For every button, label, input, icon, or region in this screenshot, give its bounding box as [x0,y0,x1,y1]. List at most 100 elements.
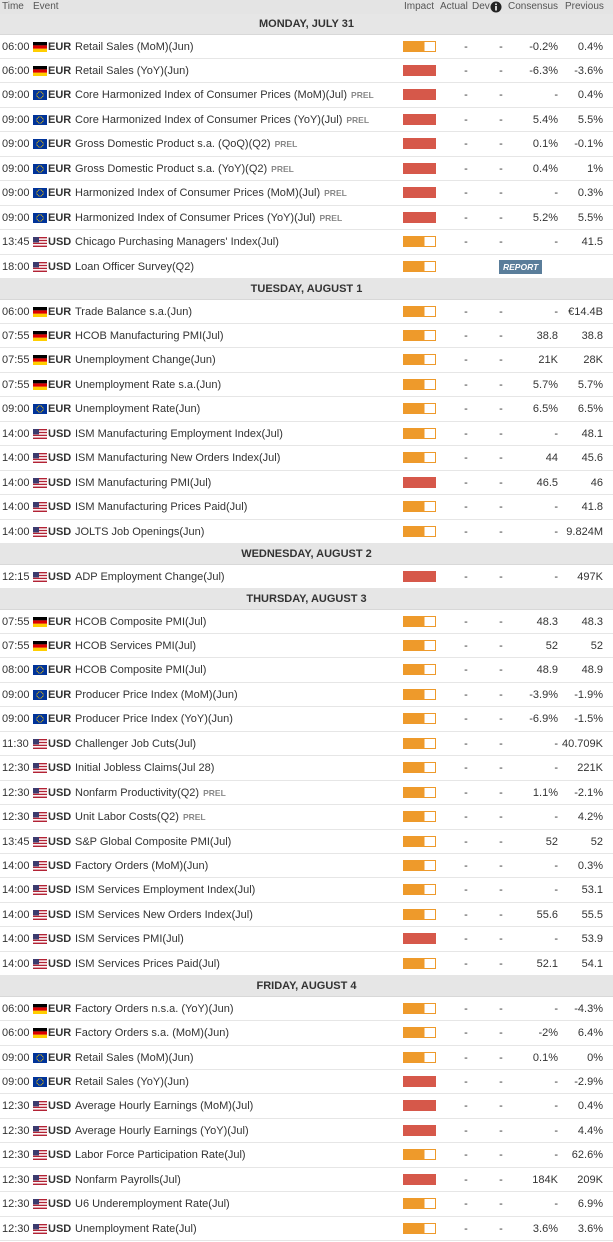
event-name: Harmonized Index of Consumer Prices (YoY… [75,212,342,224]
event-text: HCOB Services PMI(Jul) [75,640,197,652]
report-button[interactable]: REPORT [499,259,543,274]
consensus-value: 48.3 [536,615,558,628]
consensus-value: 5.4% [532,113,558,126]
header-actual: Actual [440,1,468,12]
event-time: 14:00 [2,501,30,514]
event-name: Challenger Job Cuts(Jul) [75,738,196,750]
event-row: 07:55 EUR HCOB Manufacturing PMI(Jul) - - 38.… [0,324,613,349]
event-name: Factory Orders s.a. (MoM)(Jun) [75,1027,229,1039]
actual-value: - [464,452,468,465]
consensus-value: - [554,1002,558,1015]
event-row: 07:55 EUR Unemployment Change(Jun) - - 21K 28K [0,348,613,373]
event-row: 09:00 EUR Gross Domestic Product s.a. (YoY… [0,157,613,182]
actual-value: - [464,236,468,249]
consensus-value: - [554,1198,558,1211]
info-icon[interactable] [490,1,502,13]
flag-icon [33,139,47,150]
event-text: Unit Labor Costs(Q2) [75,811,179,824]
flag-icon [33,502,47,513]
currency: EUR [48,330,72,342]
event-name: Core Harmonized Index of Consumer Prices… [75,114,369,126]
column-header: Time Event Impact Actual Dev Consensus P… [0,0,613,14]
currency: USD [48,260,72,273]
event-time: 06:00 [2,305,30,318]
impact-indicator [403,713,436,725]
event-name: ISM Services PMI(Jul) [75,933,184,945]
flag-icon [33,665,47,676]
impact-indicator [403,811,436,823]
currency: USD [48,1124,72,1137]
event-name: Unit Labor Costs(Q2) PREL [75,811,206,823]
event-text: Producer Price Index (YoY)(Jun) [75,713,233,726]
flag-icon [33,738,47,749]
event-row: 11:30 USD Challenger Job Cuts(Jul) - - -40.70… [0,732,613,757]
currency: EUR [48,378,72,391]
dev-value: - [499,811,503,824]
event-time: 09:00 [2,211,30,224]
actual-value: - [464,211,468,224]
event-time: 12:15 [2,570,30,583]
event-row: 13:45 USD Chicago Purchasing Managers' Ind… [0,230,613,255]
consensus-value: - [554,187,558,200]
flag-icon [33,114,47,125]
event-text: HCOB Manufacturing PMI(Jul) [75,330,224,342]
event-text: ADP Employment Change(Jul) [75,570,225,583]
event-name: U6 Underemployment Rate(Jul) [75,1198,230,1210]
event-row: 12:15 USD ADP Employment Change(Jul) - - - 497… [0,565,613,589]
flag-icon [33,355,47,366]
consensus-value: 44 [545,452,558,465]
currency: EUR [48,65,72,78]
consensus-value: - [554,1076,558,1089]
flag-icon [33,404,47,415]
event-row: 09:00 EUR Unemployment Rate(Jun) - - 6.5% 6.5% [0,397,613,422]
currency: USD [48,1100,72,1113]
actual-value: - [464,89,468,102]
dev-value: - [499,452,503,465]
impact-indicator [403,162,436,174]
actual-value: - [464,570,468,583]
previous-value: 52 [590,835,603,848]
event-text: Gross Domestic Product s.a. (YoY)(Q2) [75,162,268,175]
header-impact: Impact [404,1,435,12]
event-time: 13:45 [2,835,30,848]
impact-indicator [403,1027,436,1039]
previous-value: 9.824M [566,525,603,538]
event-time: 07:55 [2,640,30,652]
event-name: Unemployment Change(Jun) [75,354,216,366]
event-row: 14:00 USD Factory Orders (MoM)(Jun) - - - 0.3% [0,854,613,879]
actual-value: - [464,1149,468,1162]
impact-indicator [403,1076,436,1088]
flag-icon [33,188,47,199]
event-row: 14:00 USD ISM Manufacturing New Orders Ind… [0,446,613,471]
dev-value: - [499,1173,503,1186]
dev-value: - [499,525,503,538]
impact-indicator [403,501,436,513]
currency: USD [48,835,72,848]
previous-value: 45.6 [581,452,603,465]
impact-indicator [403,330,436,341]
event-time: 12:30 [2,1100,30,1113]
event-name: ISM Services Employment Index(Jul) [75,884,255,896]
event-name: Trade Balance s.a.(Jun) [75,306,192,318]
impact-indicator [403,65,436,77]
event-time: 14:00 [2,933,30,946]
previous-value: 0.4% [577,1100,603,1113]
event-text: JOLTS Job Openings(Jun) [75,525,205,538]
actual-value: - [464,884,468,897]
actual-value: - [464,762,468,775]
dev-value: - [499,403,503,416]
dev-value: - [499,113,503,126]
event-text: S&P Global Composite PMI(Jul) [75,835,232,848]
impact-indicator [403,260,436,272]
event-row: 12:30 USD Average Hourly Earnings (MoM)(Ju… [0,1094,613,1119]
event-text: Labor Force Participation Rate(Jul) [75,1149,246,1162]
consensus-value: 6.5% [532,403,558,416]
impact-indicator [403,859,436,871]
currency: EUR [48,40,72,53]
actual-value: - [464,330,468,342]
event-name: ISM Manufacturing New Orders Index(Jul) [75,452,280,464]
event-name: Factory Orders (MoM)(Jun) [75,860,208,872]
event-text: Average Hourly Earnings (YoY)(Jul) [75,1124,249,1137]
impact-indicator [403,737,436,749]
event-name: Unemployment Rate(Jul) [75,1223,197,1235]
